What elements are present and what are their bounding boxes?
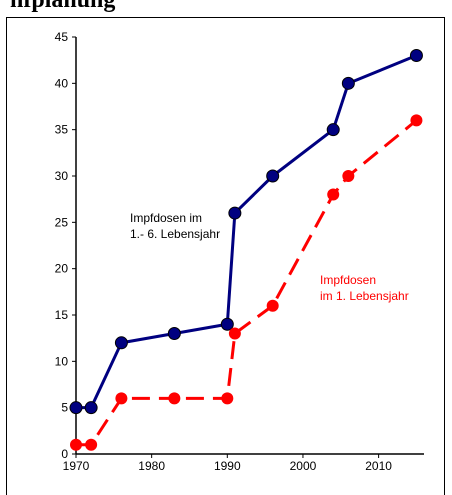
chart-frame	[6, 17, 445, 495]
x-tick-label: 1970	[63, 459, 90, 473]
y-tick-label: 25	[55, 215, 69, 229]
y-tick-label: 0	[61, 447, 68, 461]
series-1-point	[84, 401, 98, 415]
series-2-point	[221, 392, 234, 405]
series-2-point	[342, 170, 355, 182]
x-tick-label: 1990	[214, 459, 241, 473]
y-tick-label: 15	[55, 308, 69, 322]
series-2-point	[266, 299, 279, 312]
x-tick-label: 2000	[290, 459, 317, 473]
x-tick-label: 2010	[365, 459, 392, 473]
series-2-point	[228, 327, 241, 340]
series-layer	[69, 49, 423, 451]
chart-axes: 0 5 10 15 20 25 30 35 40 45 1970 1980 1990 2000 2010	[55, 30, 424, 473]
y-tick-label: 30	[55, 169, 69, 183]
annotation-layer: Impfdosen im 1.- 6. Lebensjahr Impfdosen im…	[130, 211, 409, 303]
y-tick-label: 10	[55, 354, 69, 368]
series-line-2	[76, 119, 418, 447]
y-tick-label: 35	[55, 123, 69, 137]
y-tick-label: 40	[55, 76, 69, 90]
series-2-point	[115, 392, 128, 405]
series-1-point	[326, 123, 340, 137]
series-1-point	[114, 336, 128, 350]
annotation-line: Impfdosen	[320, 273, 376, 287]
series-2-point	[168, 392, 181, 405]
title-strip: nfplanung	[0, 0, 452, 16]
series-1-point	[266, 169, 280, 183]
annotation-line: im 1. Lebensjahr	[320, 289, 409, 303]
y-tick-label: 20	[55, 262, 69, 276]
series-1-point	[167, 327, 181, 341]
y-tick-label: 45	[55, 30, 69, 44]
series-1-point	[220, 317, 234, 331]
y-tick-label: 5	[61, 401, 68, 415]
series-1-point	[228, 206, 242, 220]
series-1-point	[69, 401, 83, 415]
annotation-line: Impfdosen im	[130, 211, 202, 225]
annotation-2: Impfdosen im 1. Lebensjahr	[320, 273, 409, 303]
series-1-point	[341, 76, 355, 90]
series-2-point	[70, 438, 82, 451]
partial-title: nfplanung	[10, 0, 116, 13]
x-tick-label: 1980	[138, 459, 165, 473]
annotation-line: 1.- 6. Lebensjahr	[130, 227, 220, 241]
series-2-point	[327, 188, 340, 201]
series-line-1	[76, 54, 418, 410]
series-1-point	[409, 49, 423, 63]
series-2-point	[410, 114, 423, 127]
series-2-point	[85, 438, 98, 451]
annotation-1: Impfdosen im 1.- 6. Lebensjahr	[130, 211, 220, 241]
